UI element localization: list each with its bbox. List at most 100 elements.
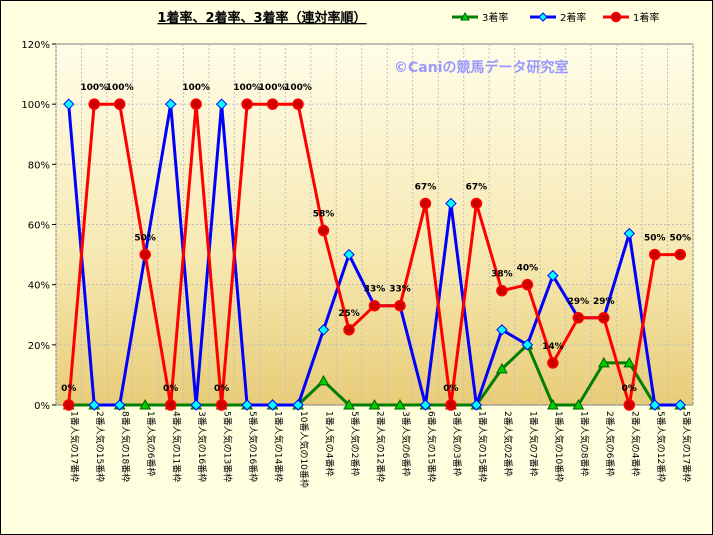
legend-label: 2着率 xyxy=(560,11,586,24)
data-point xyxy=(674,248,687,261)
x-tick-label: 8番人気の18番枠 xyxy=(120,411,132,482)
data-point xyxy=(63,98,75,110)
x-tick-label: 5番人気の13番枠 xyxy=(222,411,234,482)
data-point xyxy=(164,399,177,411)
data-label: 33% xyxy=(389,285,411,295)
data-point xyxy=(572,312,585,324)
y-tick-label: 100% xyxy=(21,100,50,111)
data-label: 29% xyxy=(593,297,615,307)
series-2 xyxy=(62,98,687,411)
data-point xyxy=(88,98,100,110)
data-point xyxy=(445,399,457,411)
legend-item: 1着率 xyxy=(603,11,659,24)
data-point xyxy=(445,197,457,210)
x-tick-label: 5番人気の16番枠 xyxy=(247,411,259,482)
data-point xyxy=(649,248,661,261)
data-point xyxy=(674,399,686,411)
chart-title: 1着率、2着率、3着率（連対率順） xyxy=(157,10,366,26)
data-point xyxy=(343,248,355,261)
data-point xyxy=(215,399,228,411)
x-tick-label: 2番人気の2番枠 xyxy=(502,411,514,476)
legend: 3着率 2着率 1着率 xyxy=(452,11,659,24)
x-tick-label: 6番人気の15番枠 xyxy=(425,411,437,482)
data-label: 67% xyxy=(466,182,488,192)
data-point xyxy=(190,98,202,110)
x-tick-label: 3番人気の6番枠 xyxy=(400,411,412,476)
data-label: 100% xyxy=(80,83,108,93)
data-point xyxy=(521,278,534,291)
data-point xyxy=(572,398,585,410)
x-tick-label: 10番人気の10番枠 xyxy=(298,411,310,488)
data-point xyxy=(496,362,508,374)
data-point xyxy=(597,356,610,368)
data-label: 0% xyxy=(163,384,178,394)
watermark: ©Caniの競馬データ研究室 xyxy=(394,59,569,76)
x-tick-label: 1番人気の15番枠 xyxy=(476,411,488,482)
data-point xyxy=(266,399,279,411)
data-point xyxy=(623,227,636,240)
data-labels: 0%100%100%50%0%100%0%100%100%100%58%25%3… xyxy=(61,83,691,394)
x-tick-label: 3番人気の16番枠 xyxy=(196,411,208,482)
data-point xyxy=(521,339,534,351)
series-layer xyxy=(62,98,687,411)
data-point xyxy=(343,324,355,336)
data-point xyxy=(164,98,177,110)
data-point xyxy=(266,98,279,110)
data-label: 100% xyxy=(106,83,134,93)
y-tick-label: 60% xyxy=(28,221,50,232)
data-label: 100% xyxy=(182,83,210,93)
data-label: 100% xyxy=(233,83,261,93)
legend-marker xyxy=(610,11,622,23)
data-point xyxy=(139,398,152,410)
x-tick-label: 4番人気の11番枠 xyxy=(171,411,183,482)
data-point xyxy=(292,399,304,411)
data-point xyxy=(215,98,228,110)
x-tick-label: 3番人気の3番枠 xyxy=(451,411,463,476)
data-point xyxy=(317,324,330,336)
y-tick-label: 0% xyxy=(34,401,50,412)
data-point xyxy=(547,357,559,369)
data-point xyxy=(113,399,126,411)
data-label: 33% xyxy=(364,285,386,295)
x-tick-label: 1番人気の6番枠 xyxy=(145,411,157,476)
data-label: 50% xyxy=(644,234,666,244)
legend-item: 2着率 xyxy=(530,11,586,24)
data-point xyxy=(241,399,253,411)
legend-label: 3着率 xyxy=(482,11,508,24)
x-tick-label: 5番人気の12番枠 xyxy=(655,411,667,482)
data-point xyxy=(343,398,355,410)
x-tick-label: 1番人気の17番枠 xyxy=(69,411,81,482)
data-point xyxy=(496,284,508,297)
data-point xyxy=(598,312,610,324)
x-tick-label: 1番人気の4番枠 xyxy=(324,411,336,476)
data-label: 0% xyxy=(61,384,76,394)
legend-marker xyxy=(460,11,470,21)
y-tick-label: 120% xyxy=(21,40,50,51)
data-point xyxy=(190,399,202,411)
data-label: 50% xyxy=(669,234,691,244)
y-tick-label: 80% xyxy=(28,160,50,171)
data-label: 0% xyxy=(214,384,229,394)
data-point xyxy=(470,399,483,411)
data-label: 38% xyxy=(491,270,513,280)
x-tick-label: 1番人気の14番枠 xyxy=(273,411,285,482)
x-tick-label: 1番人気の10番枠 xyxy=(553,411,565,482)
data-point xyxy=(88,399,100,411)
data-point xyxy=(139,248,151,261)
data-label: 0% xyxy=(443,384,458,394)
x-axis-ticks: 1番人気の17番枠 2番人気の15番枠 8番人気の18番枠 1番人気の6番枠 4番人気の… xyxy=(69,411,693,488)
x-tick-label: 2番人気の4番枠 xyxy=(629,411,641,476)
x-tick-label: 1番人気の7番枠 xyxy=(527,411,539,476)
legend-marker xyxy=(538,12,548,22)
data-label: 100% xyxy=(284,83,312,93)
legend-label: 1着率 xyxy=(633,11,659,24)
data-point xyxy=(623,356,636,368)
data-label: 29% xyxy=(568,297,590,307)
x-tick-label: 2番人気の12番枠 xyxy=(375,411,387,482)
data-label: 67% xyxy=(415,182,437,192)
data-point xyxy=(419,197,432,210)
data-label: 100% xyxy=(259,83,287,93)
data-label: 58% xyxy=(313,210,335,220)
data-point xyxy=(317,374,330,386)
